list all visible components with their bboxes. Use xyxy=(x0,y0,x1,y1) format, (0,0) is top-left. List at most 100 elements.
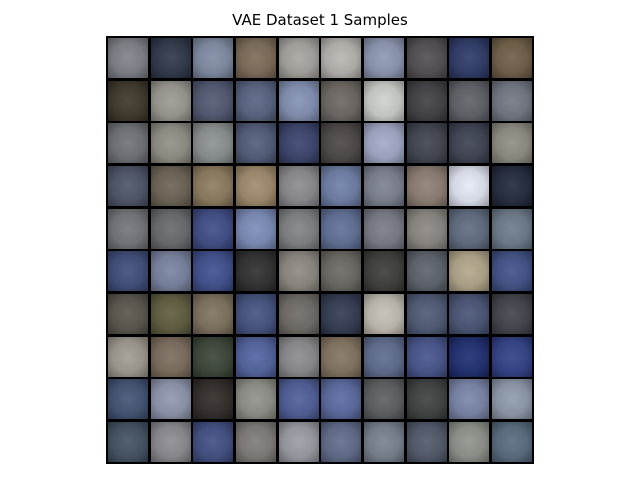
sample-tile xyxy=(278,379,319,420)
sample-tile xyxy=(491,80,532,121)
sample-tile-haze xyxy=(108,293,148,334)
sample-tile-haze xyxy=(278,38,319,78)
sample-tile-haze xyxy=(108,123,148,164)
sample-tile xyxy=(406,123,447,164)
sample-tile-haze xyxy=(491,336,532,377)
sample-tile-haze xyxy=(235,208,276,249)
sample-tile xyxy=(321,336,362,377)
sample-tile xyxy=(278,251,319,292)
sample-tile xyxy=(491,208,532,249)
sample-tile-haze xyxy=(108,421,148,462)
sample-tile-haze xyxy=(406,38,447,78)
sample-tile xyxy=(363,80,404,121)
sample-tile-haze xyxy=(491,251,532,292)
sample-tile xyxy=(363,165,404,206)
sample-tile-haze xyxy=(406,80,447,121)
sample-tile-haze xyxy=(363,165,404,206)
sample-tile xyxy=(491,379,532,420)
sample-tile xyxy=(449,421,490,462)
sample-tile xyxy=(235,293,276,334)
sample-tile xyxy=(363,336,404,377)
sample-tile xyxy=(321,293,362,334)
sample-tile-haze xyxy=(363,38,404,78)
sample-tile xyxy=(491,421,532,462)
sample-tile xyxy=(150,165,191,206)
sample-tile xyxy=(406,336,447,377)
sample-tile-haze xyxy=(193,208,234,249)
sample-tile-haze xyxy=(235,123,276,164)
sample-tile xyxy=(321,80,362,121)
sample-tile xyxy=(406,251,447,292)
sample-tile-haze xyxy=(278,336,319,377)
sample-tile-haze xyxy=(235,336,276,377)
sample-tile xyxy=(108,165,148,206)
sample-tile-haze xyxy=(193,379,234,420)
sample-tile-haze xyxy=(108,379,148,420)
sample-tile-haze xyxy=(363,379,404,420)
sample-tile xyxy=(363,293,404,334)
sample-tile-haze xyxy=(150,336,191,377)
sample-grid-axes xyxy=(106,36,534,464)
sample-tile-haze xyxy=(406,123,447,164)
sample-tile xyxy=(491,165,532,206)
sample-tile-haze xyxy=(363,80,404,121)
sample-tile xyxy=(491,251,532,292)
sample-tile-haze xyxy=(278,421,319,462)
sample-tile xyxy=(108,336,148,377)
sample-tile-haze xyxy=(449,336,490,377)
sample-tile-haze xyxy=(449,421,490,462)
sample-tile xyxy=(321,379,362,420)
sample-tile-haze xyxy=(235,251,276,292)
sample-tile xyxy=(235,336,276,377)
sample-tile xyxy=(193,165,234,206)
sample-tile xyxy=(150,251,191,292)
sample-tile xyxy=(449,38,490,78)
sample-tile xyxy=(150,80,191,121)
sample-tile xyxy=(278,208,319,249)
sample-tile xyxy=(108,123,148,164)
sample-tile-haze xyxy=(321,208,362,249)
sample-tile xyxy=(108,208,148,249)
sample-tile xyxy=(235,38,276,78)
sample-tile xyxy=(108,421,148,462)
sample-tile xyxy=(449,336,490,377)
sample-tile xyxy=(278,80,319,121)
sample-tile xyxy=(449,293,490,334)
sample-tile-haze xyxy=(449,123,490,164)
sample-grid xyxy=(108,38,532,462)
sample-tile-haze xyxy=(449,80,490,121)
sample-tile xyxy=(321,165,362,206)
sample-tile-haze xyxy=(491,165,532,206)
sample-tile-haze xyxy=(193,38,234,78)
sample-tile-haze xyxy=(449,379,490,420)
sample-tile xyxy=(235,80,276,121)
sample-tile xyxy=(150,421,191,462)
sample-tile-haze xyxy=(321,336,362,377)
sample-tile-haze xyxy=(150,293,191,334)
sample-tile-haze xyxy=(278,293,319,334)
sample-tile-haze xyxy=(193,80,234,121)
sample-tile-haze xyxy=(406,208,447,249)
sample-tile-haze xyxy=(108,251,148,292)
sample-tile-haze xyxy=(491,80,532,121)
sample-tile xyxy=(150,208,191,249)
sample-tile-haze xyxy=(150,165,191,206)
sample-tile xyxy=(235,123,276,164)
sample-tile-haze xyxy=(491,379,532,420)
sample-tile-haze xyxy=(321,293,362,334)
sample-tile-haze xyxy=(406,251,447,292)
sample-tile xyxy=(193,379,234,420)
sample-tile-haze xyxy=(235,38,276,78)
sample-tile xyxy=(321,421,362,462)
sample-tile-haze xyxy=(235,379,276,420)
sample-tile xyxy=(278,38,319,78)
sample-tile xyxy=(108,379,148,420)
sample-tile-haze xyxy=(321,251,362,292)
sample-tile xyxy=(363,251,404,292)
sample-tile-haze xyxy=(150,421,191,462)
sample-tile xyxy=(321,251,362,292)
sample-tile-haze xyxy=(193,336,234,377)
sample-tile xyxy=(235,251,276,292)
sample-tile-haze xyxy=(321,379,362,420)
sample-tile-haze xyxy=(235,165,276,206)
